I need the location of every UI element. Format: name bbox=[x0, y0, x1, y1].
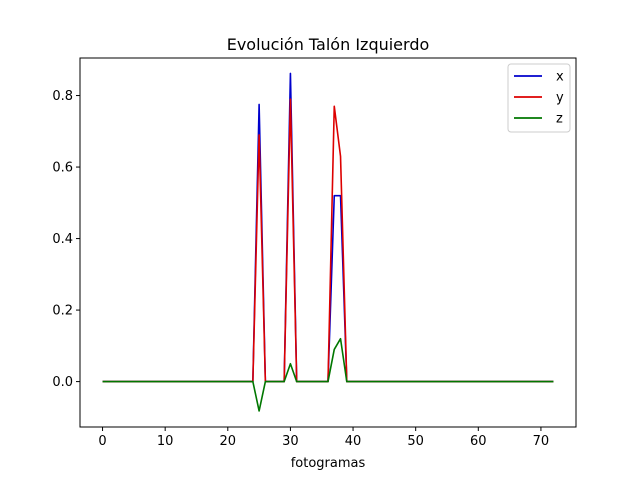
legend-label-z: z bbox=[556, 112, 563, 127]
x-tick-label: 30 bbox=[282, 434, 299, 449]
y-tick-label: 0.6 bbox=[52, 161, 73, 176]
x-tick-label: 20 bbox=[220, 434, 237, 449]
series-line-z bbox=[102, 337, 554, 412]
x-tick-label: 60 bbox=[470, 434, 487, 449]
plot-lines bbox=[102, 72, 554, 412]
legend-label-x: x bbox=[556, 70, 564, 85]
legend-box bbox=[507, 63, 571, 133]
x-tick-label: 40 bbox=[345, 434, 362, 449]
x-tick-label: 50 bbox=[407, 434, 424, 449]
y-tick-label: 0.4 bbox=[52, 232, 73, 247]
y-tick-label: 0.0 bbox=[52, 375, 73, 390]
legend-label-y: y bbox=[556, 91, 564, 106]
legend: xyz bbox=[507, 63, 571, 133]
x-tick-label: 0 bbox=[98, 434, 106, 449]
chart-title: Evolución Talón Izquierdo bbox=[227, 35, 430, 54]
y-tick-label: 0.8 bbox=[52, 89, 73, 104]
x-axis-label: fotogramas bbox=[291, 456, 366, 471]
plot-frame bbox=[79, 57, 577, 428]
x-tick-label: 70 bbox=[533, 434, 550, 449]
y-axis-ticks: 0.0 0.2 0.4 0.6 0.8 bbox=[52, 89, 80, 390]
x-axis-ticks: 0 10 20 30 40 50 60 70 bbox=[98, 427, 549, 449]
y-tick-label: 0.2 bbox=[52, 304, 73, 319]
x-tick-label: 10 bbox=[157, 434, 174, 449]
